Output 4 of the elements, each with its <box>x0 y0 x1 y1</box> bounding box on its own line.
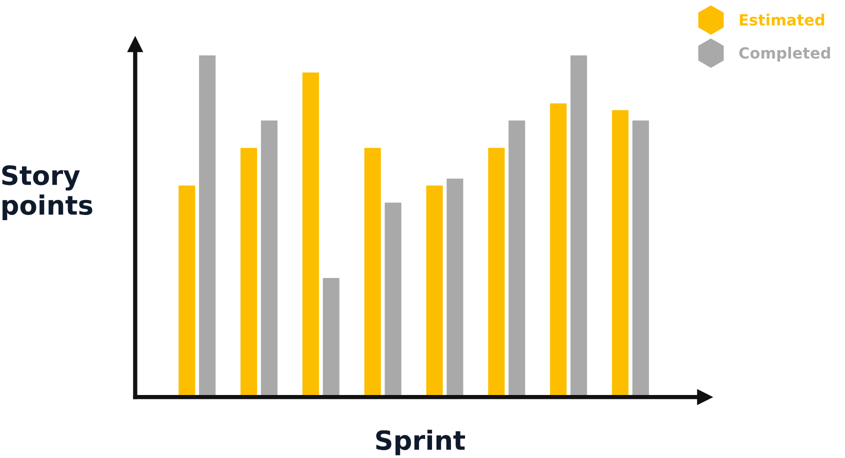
y-axis-title: Story points <box>2 165 92 220</box>
legend-label: Completed <box>739 46 830 62</box>
x-axis-title: Sprint <box>376 430 466 456</box>
legend-label: Estimated <box>740 14 824 26</box>
